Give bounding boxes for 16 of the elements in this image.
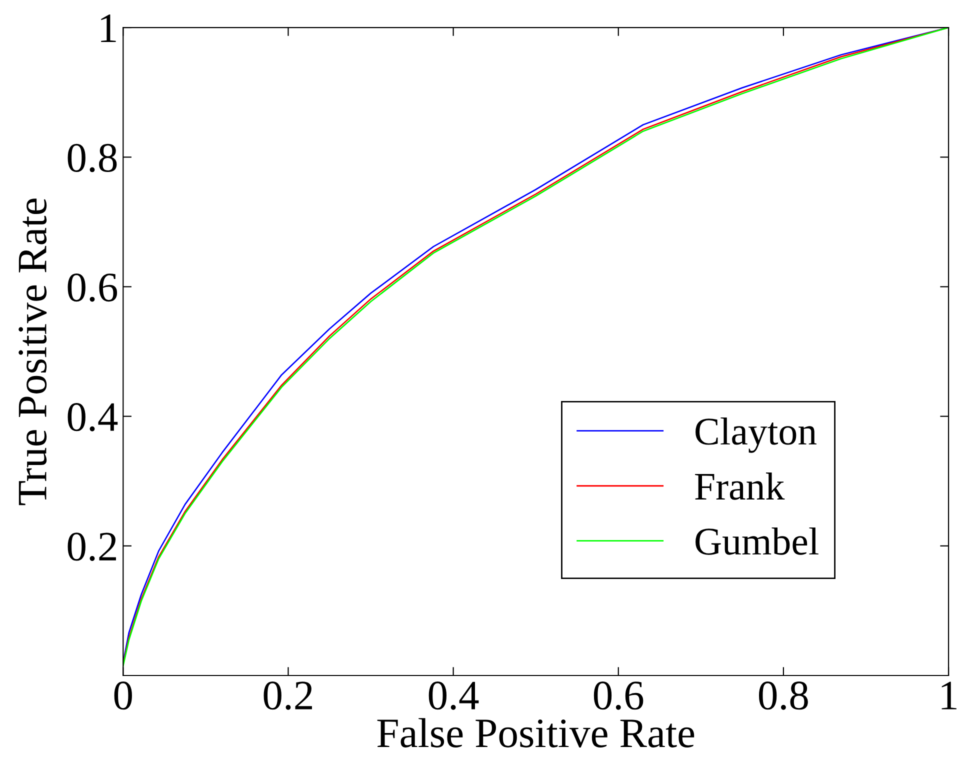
y-tick-label: 0.8 [68, 144, 117, 172]
y-tick-label: 1 [101, 14, 116, 42]
x-tick-label: 0.2 [264, 682, 312, 710]
x-tick-label: 0.6 [594, 682, 644, 710]
legend-label: Clayton [696, 417, 817, 453]
x-tick-label: 1 [942, 682, 956, 710]
legend-label: Gumbel [696, 527, 818, 555]
y-axis-title: True Positive Rate [18, 198, 47, 506]
y-tick-label: 0.4 [68, 403, 118, 432]
legend-label: Frank [695, 472, 785, 500]
x-axis-title: False Positive Rate [377, 718, 694, 748]
x-tick-label: 0.8 [759, 682, 808, 710]
x-tick-label: 0 [114, 682, 132, 710]
y-tick-label: 0.2 [68, 532, 116, 561]
y-tick-label: 0.6 [68, 273, 118, 302]
x-tick-label: 0.4 [428, 682, 479, 710]
